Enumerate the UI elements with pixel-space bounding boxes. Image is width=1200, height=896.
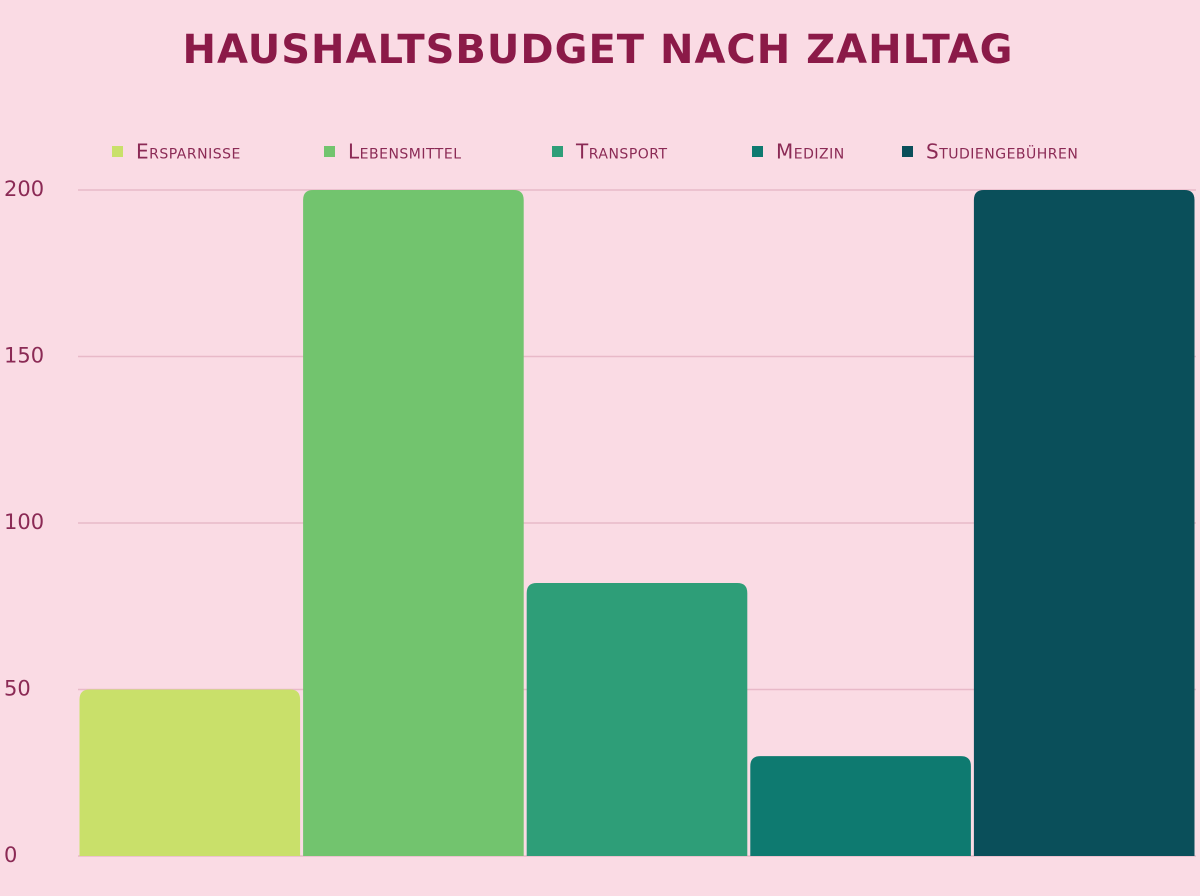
bar	[973, 190, 1195, 856]
bar	[303, 190, 524, 856]
legend-marker	[112, 146, 123, 157]
y-tick-label: 50	[4, 677, 31, 701]
bar	[79, 689, 301, 856]
legend-label: Transport	[575, 140, 668, 164]
legend-label: Studiengebühren	[926, 140, 1078, 164]
y-tick-label: 200	[4, 177, 44, 201]
chart-title: HAUSHALTSBUDGET NACH ZAHLTAG	[183, 27, 1014, 73]
legend-label: Lebensmittel	[348, 140, 462, 164]
legend-label: Ersparnisse	[136, 140, 241, 164]
legend-marker	[552, 146, 563, 157]
y-tick-label: 0	[4, 843, 17, 867]
bar	[750, 756, 971, 856]
bar	[526, 582, 748, 856]
legend-marker	[902, 146, 913, 157]
legend-label: Medizin	[776, 140, 845, 164]
legend-marker	[324, 146, 335, 157]
y-tick-label: 100	[4, 510, 44, 534]
y-tick-label: 150	[4, 344, 44, 368]
legend-marker	[752, 146, 763, 157]
